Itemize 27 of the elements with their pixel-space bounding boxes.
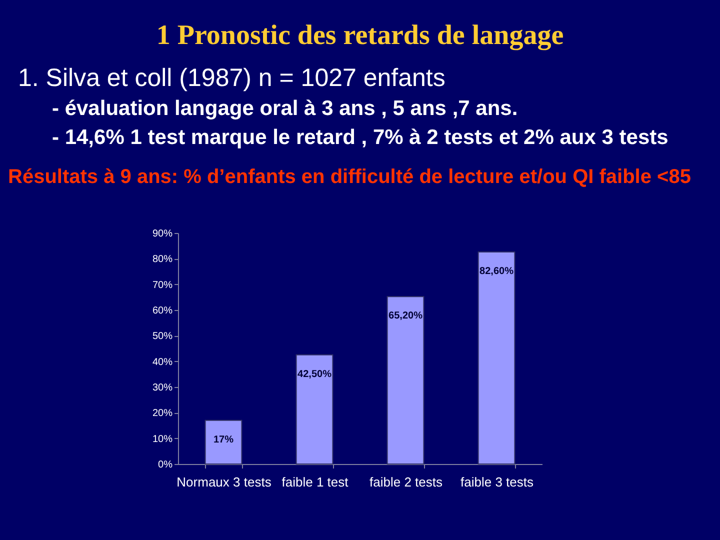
- text: - évaluation langage oral à 3 ans , 5 ans ,7 ans.: [52, 97, 518, 120]
- y-tick-label: 10%: [152, 434, 173, 445]
- x-tick-label: faible 2 tests: [370, 474, 443, 490]
- y-tick-label: 60%: [152, 306, 173, 316]
- chart-title: 1 Pronostic des retards de langage: [156, 20, 564, 51]
- y-tick-label: 20%: [152, 408, 173, 420]
- chart-subtitle: 1. Silva et coll (1987) n = 1027 enfants: [18, 64, 446, 92]
- x-tick-label: Normaux 3 tests: [176, 474, 272, 490]
- y-tick-label: 40%: [152, 356, 173, 368]
- data-label: 65,20%: [388, 310, 423, 322]
- y-tick-label: 70%: [152, 280, 173, 291]
- data-label: 82,60%: [480, 266, 514, 277]
- y-tick-label: 30%: [152, 382, 173, 394]
- y-tick-label: 50%: [152, 331, 173, 342]
- y-tick-label: 90%: [152, 228, 173, 240]
- data-label: 42,50%: [298, 368, 332, 380]
- bar: [386, 296, 424, 464]
- y-tick-label: 80%: [152, 254, 173, 266]
- text: Résultats à 9 ans: % d’enfants en difficulté de lecture et/ou QI faible <85: [8, 166, 691, 188]
- bar: [478, 251, 516, 464]
- data-label: 17%: [213, 434, 234, 446]
- text: - 14,6% 1 test marque le retard , 7% à 2 tests et 2% aux 3 tests: [52, 126, 668, 149]
- bar: [296, 354, 334, 464]
- x-tick-label: faible 3 tests: [460, 474, 534, 490]
- y-tick-label: 0%: [158, 460, 173, 470]
- bar: [204, 420, 242, 464]
- x-tick-label: faible 1 test: [282, 474, 349, 490]
